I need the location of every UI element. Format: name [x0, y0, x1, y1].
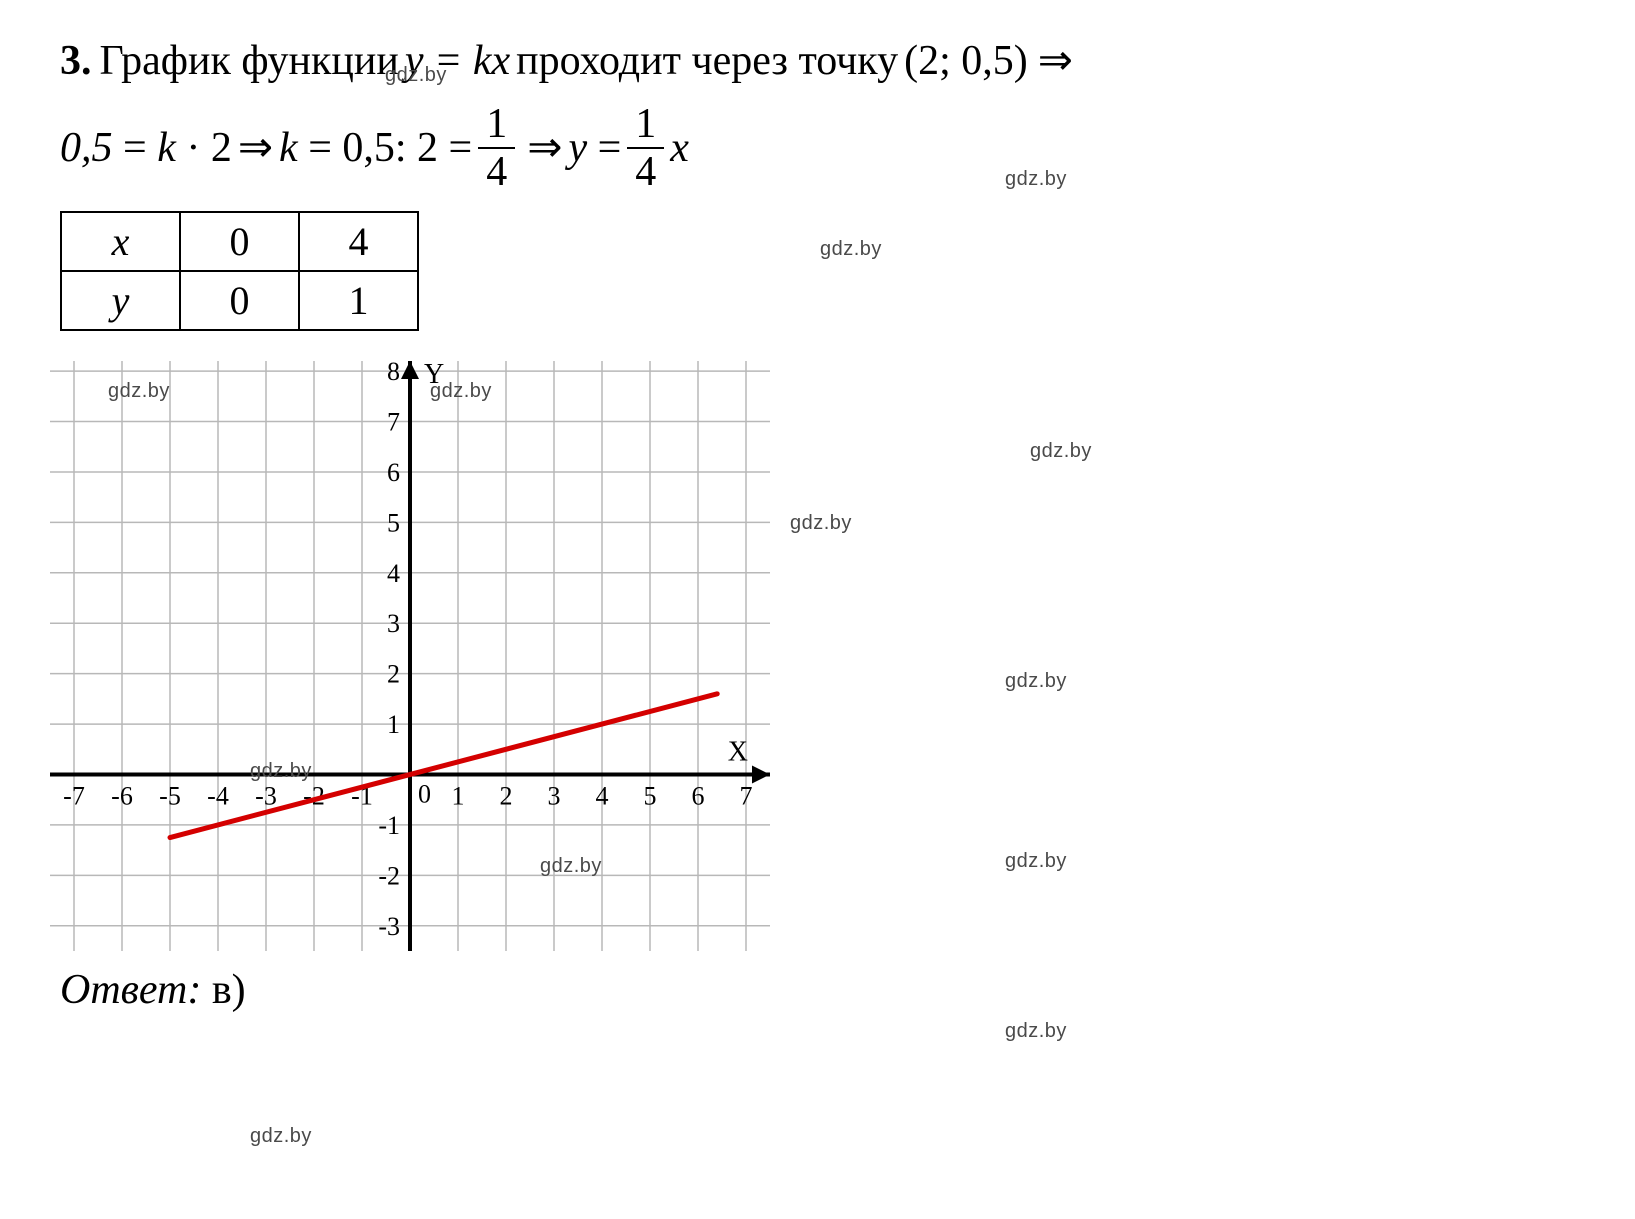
- answer-line: Ответ: в): [60, 966, 1575, 1014]
- table-cell: 1: [299, 271, 418, 330]
- svg-text:3: 3: [387, 609, 400, 638]
- watermark: gdz.by: [1005, 168, 1067, 191]
- fraction-1: 1 4: [478, 103, 515, 193]
- fraction-2: 1 4: [627, 103, 664, 193]
- eq-tail: x: [670, 117, 689, 180]
- watermark: gdz.by: [385, 64, 447, 87]
- answer-value: в): [212, 967, 246, 1013]
- table-cell: 0: [180, 212, 299, 271]
- arrow-2: ⇒: [238, 117, 273, 180]
- svg-text:7: 7: [740, 782, 753, 811]
- watermark: gdz.by: [430, 380, 492, 403]
- chart-wrapper: -7-6-5-4-3-2-101234567-3-2-112345678XY: [50, 361, 1575, 956]
- arrow-1: ⇒: [1038, 30, 1073, 93]
- svg-text:3: 3: [548, 782, 561, 811]
- svg-text:2: 2: [500, 782, 513, 811]
- svg-text:-6: -6: [111, 782, 133, 811]
- svg-text:2: 2: [387, 660, 400, 689]
- svg-text:X: X: [728, 737, 748, 768]
- answer-label: Ответ:: [60, 967, 201, 1013]
- watermark: gdz.by: [1005, 850, 1067, 873]
- svg-text:-2: -2: [378, 861, 400, 890]
- frac1-den: 4: [478, 149, 515, 193]
- svg-text:4: 4: [596, 782, 609, 811]
- table-cell: 0: [180, 271, 299, 330]
- frac2-num: 1: [627, 103, 664, 149]
- svg-text:1: 1: [387, 710, 400, 739]
- svg-text:0: 0: [418, 780, 431, 809]
- eq-y: y =: [568, 117, 621, 180]
- watermark: gdz.by: [250, 760, 312, 783]
- arrow-3: ⇒: [527, 117, 562, 180]
- svg-text:-7: -7: [63, 782, 85, 811]
- table-row: x04: [61, 212, 418, 271]
- eq-lhs: 0,5 = k · 2: [60, 117, 232, 180]
- document-container: 3. График функции y = kx проходит через …: [0, 0, 1635, 1219]
- xy-table: x04y01: [60, 211, 419, 331]
- svg-text:-4: -4: [207, 782, 229, 811]
- svg-text:1: 1: [452, 782, 465, 811]
- svg-text:-5: -5: [159, 782, 181, 811]
- svg-text:-3: -3: [255, 782, 277, 811]
- watermark: gdz.by: [250, 1125, 312, 1148]
- svg-text:6: 6: [692, 782, 705, 811]
- watermark: gdz.by: [790, 512, 852, 535]
- table-cell: 4: [299, 212, 418, 271]
- frac2-den: 4: [627, 149, 664, 193]
- svg-text:-1: -1: [378, 811, 400, 840]
- watermark: gdz.by: [1005, 1020, 1067, 1043]
- svg-text:-3: -3: [378, 912, 400, 941]
- problem-point: (2; 0,5): [904, 30, 1028, 93]
- svg-text:5: 5: [387, 508, 400, 537]
- watermark: gdz.by: [540, 855, 602, 878]
- watermark: gdz.by: [108, 380, 170, 403]
- problem-text-1: График функции: [100, 30, 399, 93]
- watermark: gdz.by: [820, 238, 882, 261]
- problem-text-2: проходит через точку: [516, 30, 898, 93]
- frac1-num: 1: [478, 103, 515, 149]
- watermark: gdz.by: [1030, 440, 1092, 463]
- svg-text:4: 4: [387, 559, 400, 588]
- problem-line-1: 3. График функции y = kx проходит через …: [60, 30, 1575, 93]
- svg-text:7: 7: [387, 408, 400, 437]
- table-row: y01: [61, 271, 418, 330]
- watermark: gdz.by: [1005, 670, 1067, 693]
- table-cell: x: [61, 212, 180, 271]
- svg-text:5: 5: [644, 782, 657, 811]
- svg-text:6: 6: [387, 458, 400, 487]
- eq-k: k = 0,5: 2 =: [279, 117, 472, 180]
- table-cell: y: [61, 271, 180, 330]
- function-chart: -7-6-5-4-3-2-101234567-3-2-112345678XY: [50, 361, 770, 951]
- svg-text:8: 8: [387, 361, 400, 386]
- problem-number: 3.: [60, 30, 92, 93]
- derivation-line: 0,5 = k · 2 ⇒ k = 0,5: 2 = 1 4 ⇒ y = 1 4…: [60, 103, 1575, 193]
